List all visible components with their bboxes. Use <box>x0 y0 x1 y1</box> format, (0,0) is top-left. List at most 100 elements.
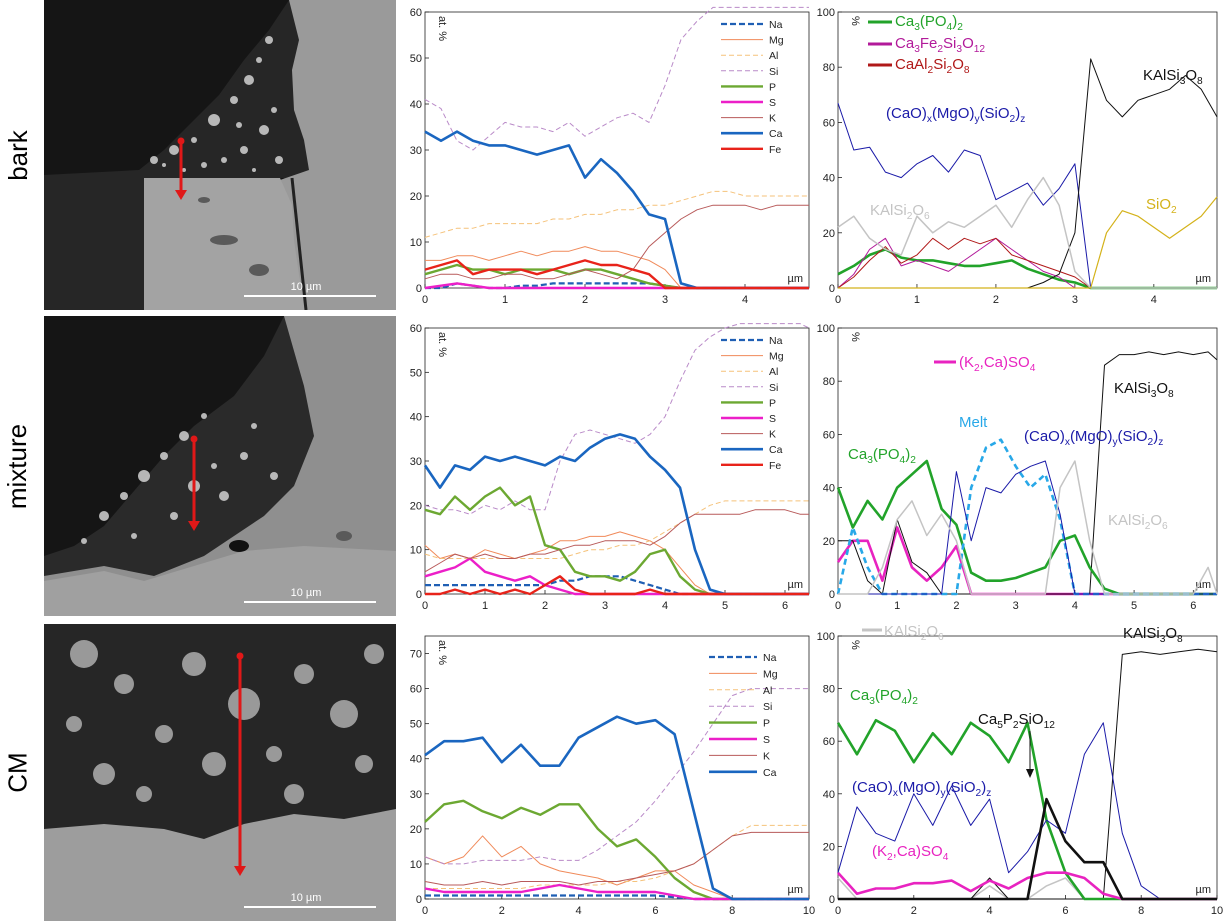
annotation-arrowhead <box>1026 769 1034 778</box>
legend-label-k: K <box>763 750 770 762</box>
y-axis-label: at. % <box>436 16 448 41</box>
y-tick-label: 20 <box>823 228 835 240</box>
x-tick-label: 6 <box>1190 600 1196 612</box>
x-tick-label: 4 <box>987 905 993 917</box>
elements-plot-mixture: 0 10 20 30 40 50 60 0 1 2 3 4 5 6 at. % µm Na Mg Al Si P S K Ca… <box>405 316 815 616</box>
phase-label-capo4: Ca3(PO4)2 <box>850 687 918 707</box>
x-tick-label: 1 <box>914 294 920 306</box>
profile-arrowhead <box>175 190 187 200</box>
legend-label-si: Si <box>769 66 778 78</box>
row-label-text: CM <box>2 752 33 793</box>
y-tick-label: 40 <box>823 483 835 495</box>
phases-plot-bark: 0 20 40 60 80 100 0 1 2 3 4% µm Ca3(PO4)2 Ca3Fe2Si3O1… <box>817 0 1223 310</box>
series-line-si <box>424 323 810 515</box>
x-tick-label: 3 <box>662 294 668 306</box>
y-tick-label: 20 <box>410 500 422 512</box>
legend-label-al: Al <box>769 50 778 62</box>
y-tick-label: 0 <box>829 589 835 601</box>
y-tick-label: 60 <box>823 117 835 129</box>
y-tick-label: 10 <box>410 859 422 871</box>
x-tick-label: 2 <box>542 600 548 612</box>
sem-image-mixture: 10 µm <box>44 316 396 616</box>
legend-label-s: S <box>769 413 776 425</box>
row-label-cm: CM <box>0 624 36 921</box>
x-axis-label: µm <box>1195 884 1211 896</box>
phase-label-kalsi2o6: KAlSi2O6 <box>884 623 944 643</box>
y-tick-label: 20 <box>410 191 422 203</box>
phases-plot-mixture: 0 20 40 60 80 100 0 1 2 3 4 5 6% µm (K2,Ca)SO4 KAlSi3O8… <box>817 316 1223 616</box>
x-tick-label: 2 <box>953 600 959 612</box>
x-tick-label: 2 <box>993 294 999 306</box>
legend-label-na: Na <box>769 335 783 347</box>
sem-image-cm: 10 µm <box>44 624 396 921</box>
phase-label-kcaso4: (K2,Ca)SO4 <box>872 843 949 863</box>
series-line-k <box>424 509 809 573</box>
y-tick-label: 60 <box>823 736 835 748</box>
legend-label-si: Si <box>769 382 778 394</box>
phase-label-camgsi: (CaO)x(MgO)y(SiO2)z <box>1024 428 1163 448</box>
scale-bar-label: 10 µm <box>291 281 322 293</box>
legend-label-caalsi: CaAl2Si2O8 <box>895 56 970 76</box>
phase-label-kcaso4: (K2,Ca)SO4 <box>959 354 1036 374</box>
phase-label-camgsi: (CaO)x(MgO)y(SiO2)z <box>852 779 991 799</box>
legend-label-ca: Ca <box>769 444 783 456</box>
legend-label-al: Al <box>769 366 778 378</box>
x-tick-label: 4 <box>662 600 668 612</box>
row-label-bark: bark <box>0 0 36 310</box>
y-tick-label: 0 <box>416 283 422 295</box>
profile-arrowhead <box>188 521 200 531</box>
y-tick-label: 10 <box>410 545 422 557</box>
legend-label-p: P <box>763 718 770 730</box>
x-tick-label: 10 <box>1211 905 1223 917</box>
phase-label-melt: Melt <box>959 414 988 431</box>
y-tick-label: 80 <box>823 376 835 388</box>
y-tick-label: 100 <box>817 323 835 335</box>
x-tick-label: 6 <box>782 600 788 612</box>
x-tick-label: 6 <box>652 905 658 917</box>
scale-bar-label: 10 µm <box>291 587 322 599</box>
scale-bar-label: 10 µm <box>291 892 322 904</box>
y-tick-label: 40 <box>410 754 422 766</box>
y-tick-label: 40 <box>823 173 835 185</box>
y-tick-label: 30 <box>410 145 422 157</box>
y-tick-label: 30 <box>410 789 422 801</box>
x-tick-label: 0 <box>422 600 428 612</box>
y-tick-label: 70 <box>410 649 422 661</box>
elements-plot-cm: 0 10 20 30 40 50 60 70 0 2 4 6 8 10 at. % µm Na Mg Al Si P S K… <box>405 624 815 921</box>
x-axis-label: µm <box>787 273 803 285</box>
x-tick-label: 4 <box>742 294 748 306</box>
legend-label-ca: Ca <box>763 767 777 779</box>
phase-label-camgsi: (CaO)x(MgO)y(SiO2)z <box>886 105 1025 125</box>
phase-label-kalsi3o8: KAlSi3O8 <box>1114 380 1174 400</box>
legend-label-si: Si <box>763 701 772 713</box>
legend-label-na: Na <box>763 652 777 664</box>
x-tick-label: 8 <box>1138 905 1144 917</box>
profile-start-dot <box>236 652 244 660</box>
phase-label-kalsi2o6: KAlSi2O6 <box>870 202 930 222</box>
series-line-fe <box>424 259 809 290</box>
x-tick-label: 0 <box>422 294 428 306</box>
profile-arrowhead <box>234 866 246 876</box>
y-tick-label: 100 <box>817 7 835 19</box>
y-tick-label: 60 <box>410 7 422 19</box>
y-tick-label: 50 <box>410 53 422 65</box>
y-tick-label: 0 <box>829 283 835 295</box>
series-line-si <box>424 6 809 151</box>
y-tick-label: 40 <box>410 412 422 424</box>
x-tick-label: 3 <box>1013 600 1019 612</box>
x-tick-label: 1 <box>482 600 488 612</box>
plot-frame <box>837 11 1218 289</box>
series-line-sio2 <box>838 196 1218 289</box>
legend-label-s: S <box>769 97 776 109</box>
y-axis-label: % <box>849 332 861 342</box>
phase-label-kalsi2o6: KAlSi2O6 <box>1108 512 1168 532</box>
legend-label-fe: Fe <box>769 144 781 156</box>
y-axis-label: at. % <box>436 640 448 665</box>
phase-label-capo4: Ca3(PO4)2 <box>848 446 916 466</box>
y-axis-label: % <box>849 640 861 650</box>
x-tick-label: 1 <box>894 600 900 612</box>
legend-label-mg: Mg <box>769 35 784 47</box>
x-tick-label: 4 <box>1151 294 1157 306</box>
plot-frame <box>424 327 810 595</box>
y-tick-label: 40 <box>823 789 835 801</box>
